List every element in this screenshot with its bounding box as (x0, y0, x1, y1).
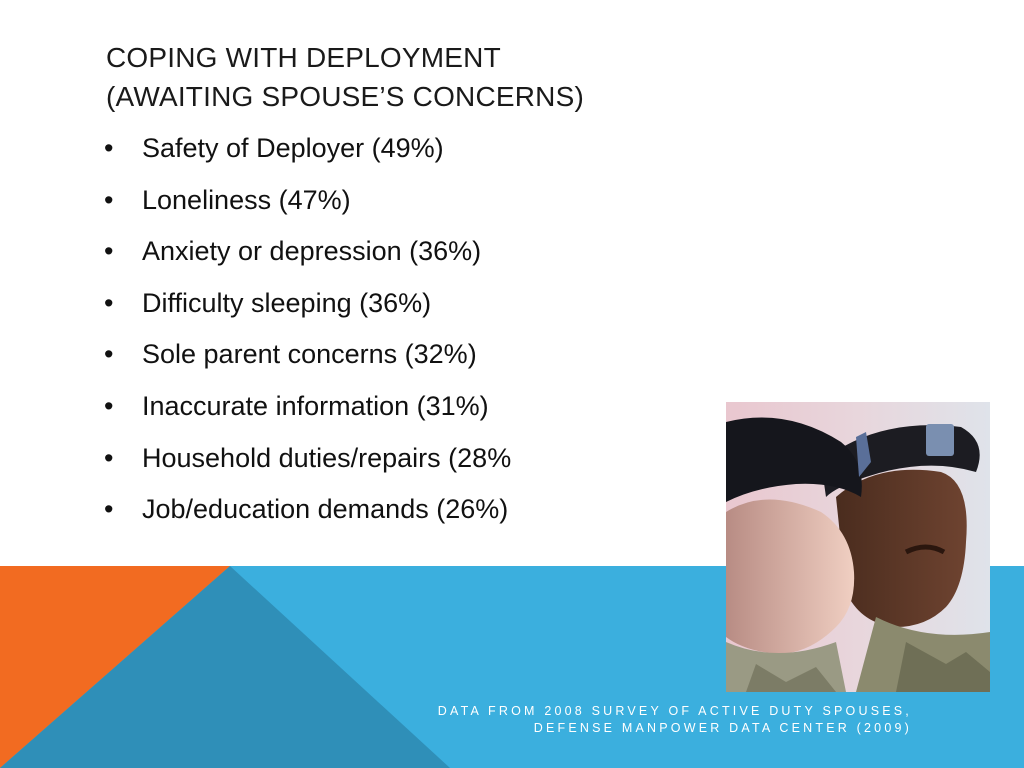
soldiers-photo-icon (726, 402, 990, 692)
bullet-icon: • (104, 287, 114, 318)
list-item: • Safety of Deployer (49%) (104, 128, 724, 180)
source-caption: Data from 2008 Survey of Active Duty Spo… (438, 703, 912, 737)
list-item: • Anxiety or depression (36%) (104, 231, 724, 283)
list-item: • Inaccurate information (31%) (104, 386, 724, 438)
dark-blue-triangle (0, 566, 450, 768)
list-item-text: Job/education demands (26%) (142, 494, 509, 525)
list-item: • Job/education demands (26%) (104, 489, 724, 541)
bullet-icon: • (104, 390, 114, 421)
bullet-icon: • (104, 442, 114, 473)
list-item: • Loneliness (47%) (104, 180, 724, 232)
title-line-1: Coping with Deployment (106, 42, 501, 73)
list-item-text: Loneliness (47%) (142, 184, 351, 215)
title-line-2: (Awaiting Spouse’s Concerns) (106, 81, 585, 112)
list-item: • Sole parent concerns (32%) (104, 334, 724, 386)
list-item-text: Difficulty sleeping (36%) (142, 287, 432, 318)
bullet-icon: • (104, 184, 114, 215)
list-item-text: Anxiety or depression (36%) (142, 236, 482, 267)
caption-line-2: Defense Manpower Data Center (2009) (533, 721, 912, 735)
list-item-text: Sole parent concerns (32%) (142, 339, 477, 370)
bullet-icon: • (104, 236, 114, 267)
list-item-text: Household duties/repairs (28% (142, 442, 512, 473)
caption-line-1: Data from 2008 Survey of Active Duty Spo… (437, 704, 912, 718)
bullet-icon: • (104, 494, 114, 525)
list-item: • Difficulty sleeping (36%) (104, 283, 724, 335)
concerns-list: • Safety of Deployer (49%) • Loneliness (4… (104, 128, 724, 541)
bullet-icon: • (104, 133, 114, 163)
list-item-text: Inaccurate information (31%) (142, 390, 489, 421)
bullet-icon: • (104, 339, 114, 370)
list-item: • Household duties/repairs (28% (104, 438, 724, 490)
list-item-text: Safety of Deployer (49%) (142, 133, 444, 163)
slide-title: Coping with Deployment (Awaiting Spouse’… (106, 38, 726, 116)
soldiers-photo (726, 402, 990, 692)
